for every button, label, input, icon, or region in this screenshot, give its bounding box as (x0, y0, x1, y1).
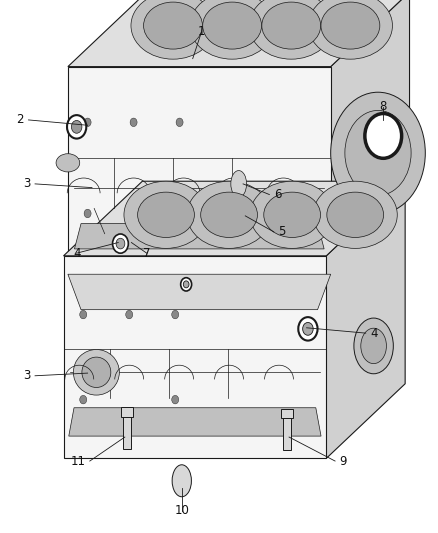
Ellipse shape (74, 350, 119, 395)
Ellipse shape (313, 181, 397, 248)
Polygon shape (68, 67, 331, 269)
Ellipse shape (361, 328, 386, 364)
Ellipse shape (56, 154, 80, 172)
Ellipse shape (331, 92, 425, 214)
Ellipse shape (124, 181, 208, 248)
Ellipse shape (131, 0, 215, 59)
Polygon shape (74, 224, 324, 249)
Text: 7: 7 (143, 247, 151, 260)
Ellipse shape (82, 357, 111, 387)
Text: 11: 11 (71, 455, 85, 467)
Ellipse shape (172, 395, 179, 404)
Text: 5: 5 (278, 225, 286, 238)
Polygon shape (331, 0, 410, 269)
Ellipse shape (190, 0, 274, 59)
Polygon shape (326, 181, 405, 458)
Text: 1: 1 (198, 26, 205, 38)
Text: 6: 6 (274, 188, 281, 201)
Ellipse shape (144, 2, 202, 49)
Polygon shape (64, 181, 405, 256)
Ellipse shape (203, 2, 261, 49)
Ellipse shape (354, 318, 393, 374)
Ellipse shape (126, 310, 133, 319)
Ellipse shape (84, 209, 91, 217)
Ellipse shape (321, 2, 380, 49)
Ellipse shape (116, 238, 125, 249)
Ellipse shape (67, 115, 86, 139)
Text: 3: 3 (23, 369, 31, 382)
Ellipse shape (365, 114, 402, 158)
Ellipse shape (113, 234, 128, 253)
Ellipse shape (249, 0, 333, 59)
Ellipse shape (130, 118, 137, 126)
Ellipse shape (80, 395, 87, 404)
Polygon shape (123, 417, 131, 449)
Ellipse shape (180, 278, 192, 291)
Ellipse shape (308, 0, 392, 59)
Text: 2: 2 (17, 114, 24, 126)
Ellipse shape (80, 310, 87, 319)
Polygon shape (283, 418, 291, 450)
Ellipse shape (172, 465, 191, 497)
Ellipse shape (231, 203, 247, 227)
Polygon shape (69, 408, 321, 436)
FancyBboxPatch shape (121, 407, 133, 417)
Ellipse shape (231, 171, 247, 197)
Ellipse shape (138, 192, 194, 238)
Ellipse shape (250, 181, 334, 248)
Ellipse shape (183, 281, 189, 288)
Ellipse shape (71, 120, 82, 133)
Text: 8: 8 (380, 100, 387, 113)
Ellipse shape (298, 317, 318, 341)
FancyBboxPatch shape (281, 409, 293, 418)
Ellipse shape (187, 181, 271, 248)
Ellipse shape (176, 209, 183, 217)
Text: 3: 3 (23, 177, 31, 190)
Ellipse shape (303, 322, 313, 335)
Polygon shape (68, 0, 410, 67)
Ellipse shape (345, 110, 411, 196)
Ellipse shape (264, 192, 321, 238)
Ellipse shape (172, 310, 179, 319)
Ellipse shape (262, 2, 321, 49)
Polygon shape (68, 274, 331, 310)
Ellipse shape (370, 120, 396, 152)
Text: 4: 4 (73, 247, 81, 260)
Ellipse shape (176, 118, 183, 126)
Polygon shape (64, 256, 326, 458)
Ellipse shape (84, 118, 91, 126)
Ellipse shape (327, 192, 384, 238)
Text: 10: 10 (174, 504, 189, 517)
Ellipse shape (201, 192, 258, 238)
Text: 9: 9 (339, 455, 347, 467)
Text: 4: 4 (370, 327, 378, 340)
